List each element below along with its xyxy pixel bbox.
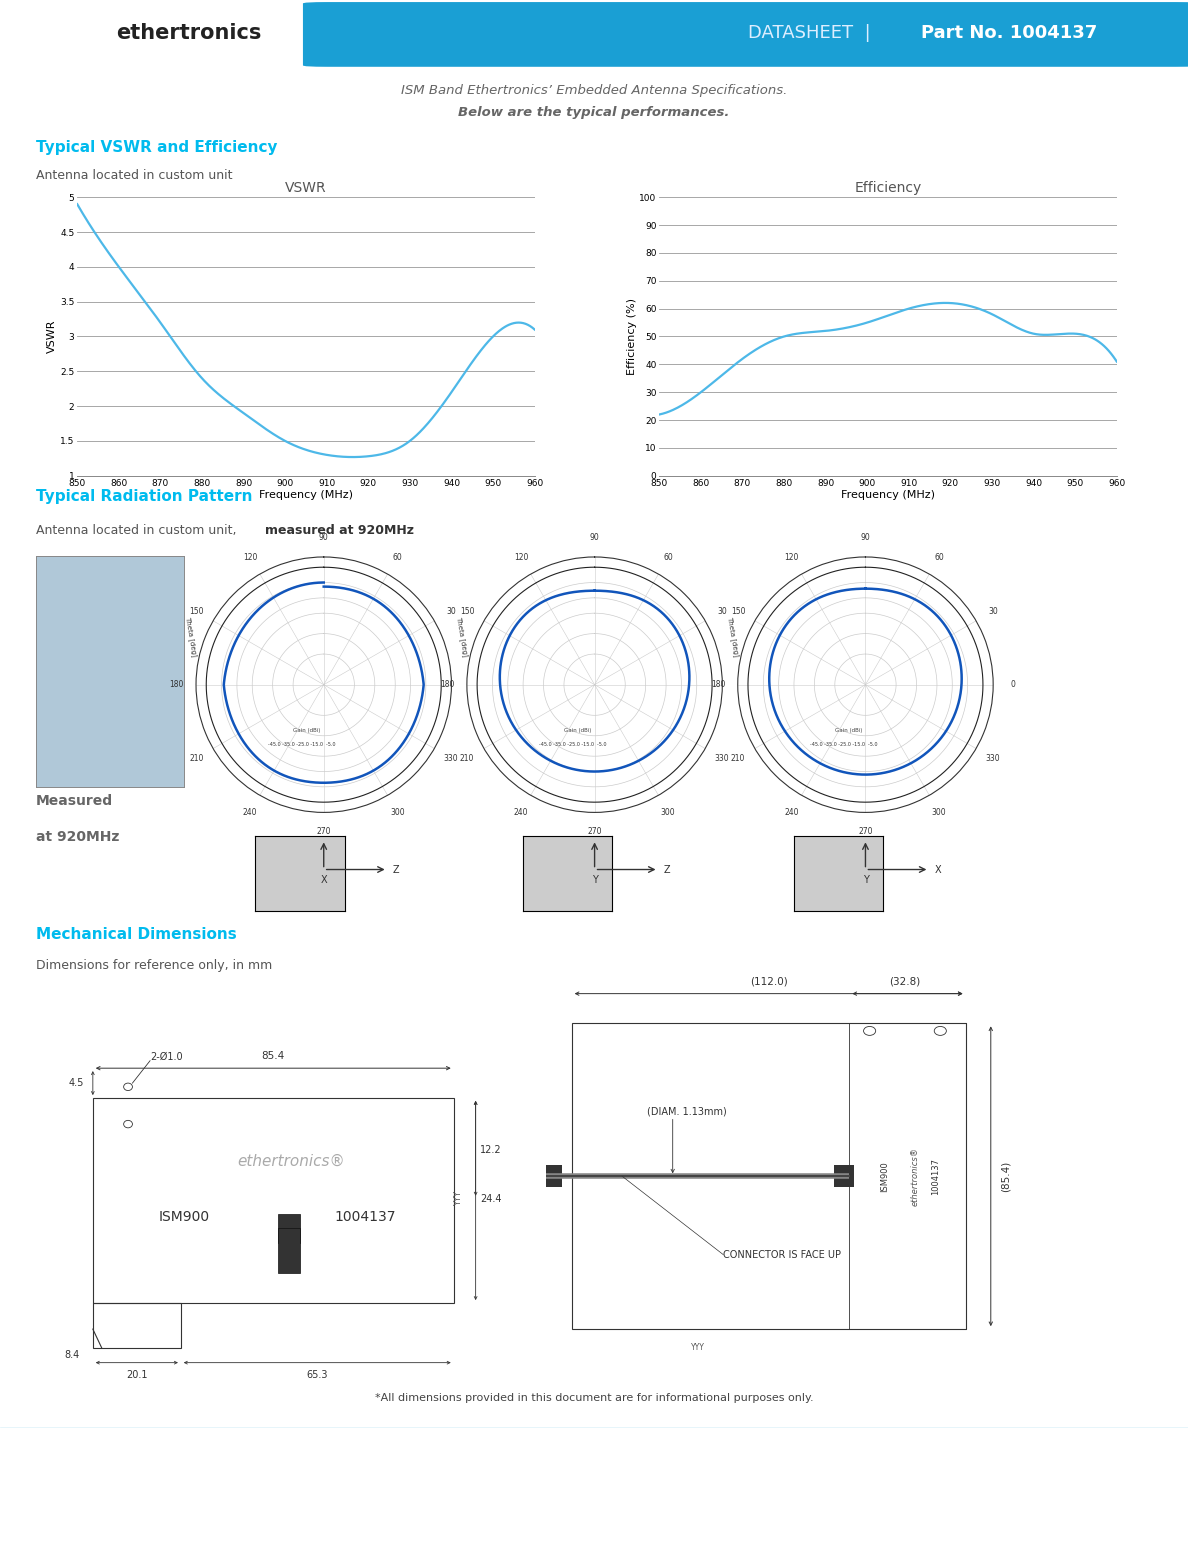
Text: ISM Band Ethertronics’ Embedded Antenna Specifications.: ISM Band Ethertronics’ Embedded Antenna … <box>400 83 788 97</box>
Text: Z: Z <box>664 864 670 875</box>
Text: Theta [deg]: Theta [deg] <box>455 615 469 657</box>
Text: 2-Ø1.0: 2-Ø1.0 <box>150 1052 183 1063</box>
Text: Antenna located in custom unit: Antenna located in custom unit <box>36 169 232 182</box>
Text: 8.4: 8.4 <box>64 1351 80 1360</box>
Text: *All dimensions provided in this document are for informational purposes only.: *All dimensions provided in this documen… <box>374 1393 814 1402</box>
X-axis label: Frequency (MHz): Frequency (MHz) <box>841 490 935 501</box>
Y-axis label: VSWR: VSWR <box>48 319 57 354</box>
Text: 1004137: 1004137 <box>930 1158 940 1194</box>
Text: 20.1: 20.1 <box>126 1369 147 1380</box>
Text: ISM900: ISM900 <box>159 1210 210 1224</box>
Text: YYY: YYY <box>691 1343 704 1352</box>
Text: Y: Y <box>592 875 598 884</box>
Bar <box>834 1164 854 1188</box>
Bar <box>278 1229 299 1274</box>
Text: DATASHEET  |: DATASHEET | <box>748 23 883 42</box>
Bar <box>546 1164 562 1188</box>
Text: X: X <box>935 864 941 875</box>
Text: Part No. 1004137: Part No. 1004137 <box>921 23 1097 42</box>
Text: Typical VSWR and Efficiency: Typical VSWR and Efficiency <box>36 141 277 155</box>
Text: Dimensions for reference only, in mm: Dimensions for reference only, in mm <box>36 959 272 972</box>
Bar <box>93 1304 181 1347</box>
Text: (32.8): (32.8) <box>890 977 921 986</box>
Text: (85.4): (85.4) <box>1000 1161 1011 1193</box>
Y-axis label: Efficiency (%): Efficiency (%) <box>626 297 637 376</box>
Text: CONNECTOR IS FACE UP: CONNECTOR IS FACE UP <box>723 1249 841 1260</box>
Text: YYY: YYY <box>454 1191 462 1207</box>
Text: © 2017 Ethertronics Incorporated.: © 2017 Ethertronics Incorporated. <box>24 1487 289 1502</box>
X-axis label: Frequency (MHz): Frequency (MHz) <box>259 490 353 501</box>
Text: 65.3: 65.3 <box>307 1369 328 1380</box>
Text: 85.4: 85.4 <box>261 1050 285 1061</box>
Text: (DIAM. 1.13mm): (DIAM. 1.13mm) <box>647 1106 727 1117</box>
Text: Y: Y <box>862 875 868 884</box>
FancyBboxPatch shape <box>303 2 1188 67</box>
Text: ISM900: ISM900 <box>880 1161 890 1191</box>
Bar <box>849 1024 966 1329</box>
Text: Gain (dBi): Gain (dBi) <box>835 728 862 734</box>
Text: 4.5: 4.5 <box>69 1078 84 1088</box>
Text: (112.0): (112.0) <box>750 977 788 986</box>
Bar <box>278 1213 299 1243</box>
Text: -45.0 -35.0 -25.0 -15.0  -5.0: -45.0 -35.0 -25.0 -15.0 -5.0 <box>539 742 607 747</box>
Bar <box>571 1024 966 1329</box>
Text: 1004137: 1004137 <box>335 1210 397 1224</box>
Text: ethertronics: ethertronics <box>116 23 261 44</box>
Text: Theta [deg]: Theta [deg] <box>184 615 198 657</box>
Text: -45.0 -35.0 -25.0 -15.0  -5.0: -45.0 -35.0 -25.0 -15.0 -5.0 <box>810 742 878 747</box>
Text: Gain (dBi): Gain (dBi) <box>293 728 321 734</box>
Text: X: X <box>321 875 327 884</box>
Text: Theta [deg]: Theta [deg] <box>726 615 740 657</box>
Text: Typical Radiation Pattern: Typical Radiation Pattern <box>36 490 252 504</box>
Text: Antenna located in custom unit,: Antenna located in custom unit, <box>36 524 240 537</box>
Text: ethertronics®: ethertronics® <box>236 1153 345 1169</box>
Title: Efficiency: Efficiency <box>854 180 922 194</box>
Text: tel +(1) 858.550.3820  |  fax +(1) 858.550.3821
email: info@ethertronics.com
550: tel +(1) 858.550.3820 | fax +(1) 858.550… <box>811 1470 1152 1520</box>
Text: Below are the typical performances.: Below are the typical performances. <box>459 106 729 119</box>
Text: 24.4: 24.4 <box>480 1194 501 1203</box>
Text: ethertronics®: ethertronics® <box>910 1147 920 1207</box>
Bar <box>93 1099 454 1304</box>
Text: 12.2: 12.2 <box>480 1146 501 1155</box>
Text: measured at 920MHz: measured at 920MHz <box>265 524 413 537</box>
Text: Measured: Measured <box>36 793 113 808</box>
Text: Gain (dBi): Gain (dBi) <box>564 728 592 734</box>
Text: at 920MHz: at 920MHz <box>36 829 119 844</box>
Text: -45.0 -35.0 -25.0 -15.0  -5.0: -45.0 -35.0 -25.0 -15.0 -5.0 <box>268 742 336 747</box>
Text: Z: Z <box>393 864 399 875</box>
Title: VSWR: VSWR <box>285 180 327 194</box>
Text: Mechanical Dimensions: Mechanical Dimensions <box>36 928 236 942</box>
